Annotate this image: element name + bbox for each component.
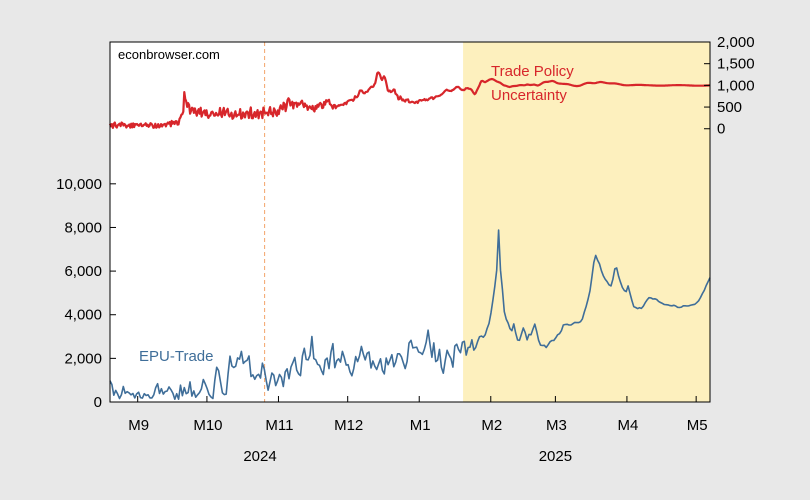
shaded-region — [463, 42, 710, 402]
series-line-epu-trade — [109, 229, 711, 400]
right-tick-label: 500 — [717, 99, 742, 116]
source-credit: econbrowser.com — [118, 47, 220, 62]
right-tick-label: 0 — [717, 121, 725, 138]
plot-frame — [109, 41, 711, 403]
annotation-epu-trade: EPU-Trade — [139, 348, 213, 365]
right-tick-label: 1,000 — [717, 77, 755, 94]
right-tick-label: 1,500 — [717, 56, 755, 73]
x-tick-label: M3 — [546, 417, 567, 434]
annotation-trade-policy: Trade Policy — [491, 63, 574, 80]
year-label: 2024 — [243, 448, 276, 465]
x-tick-label: M12 — [334, 417, 363, 434]
left-tick-label: 6,000 — [64, 263, 102, 280]
x-tick-label: M4 — [618, 417, 639, 434]
series-line-trade-policy-uncertainty — [108, 71, 711, 129]
series-layer — [108, 71, 711, 400]
left-axis-ticks: 0 2,000 4,000 6,000 8,000 10,000 — [56, 176, 116, 411]
right-axis-ticks: 0 500 1,000 1,500 2,000 — [704, 34, 755, 138]
x-tick-label: M2 — [481, 417, 502, 434]
right-tick-label: 2,000 — [717, 34, 755, 51]
x-tick-label: M10 — [193, 417, 222, 434]
x-axis-ticks: M9 M10 M11 M12 M1 M2 M3 M4 M5 2024 2025 — [128, 396, 708, 465]
x-tick-label: M9 — [128, 417, 149, 434]
left-tick-label: 0 — [94, 394, 102, 411]
year-label: 2025 — [539, 448, 572, 465]
left-tick-label: 4,000 — [64, 307, 102, 324]
x-tick-label: M11 — [265, 417, 293, 434]
x-tick-label: M5 — [687, 417, 708, 434]
left-tick-label: 10,000 — [56, 176, 102, 193]
annotation-uncertainty: Uncertainty — [491, 87, 567, 104]
left-tick-label: 8,000 — [64, 219, 102, 236]
x-tick-label: M1 — [410, 417, 431, 434]
left-tick-label: 2,000 — [64, 350, 102, 367]
